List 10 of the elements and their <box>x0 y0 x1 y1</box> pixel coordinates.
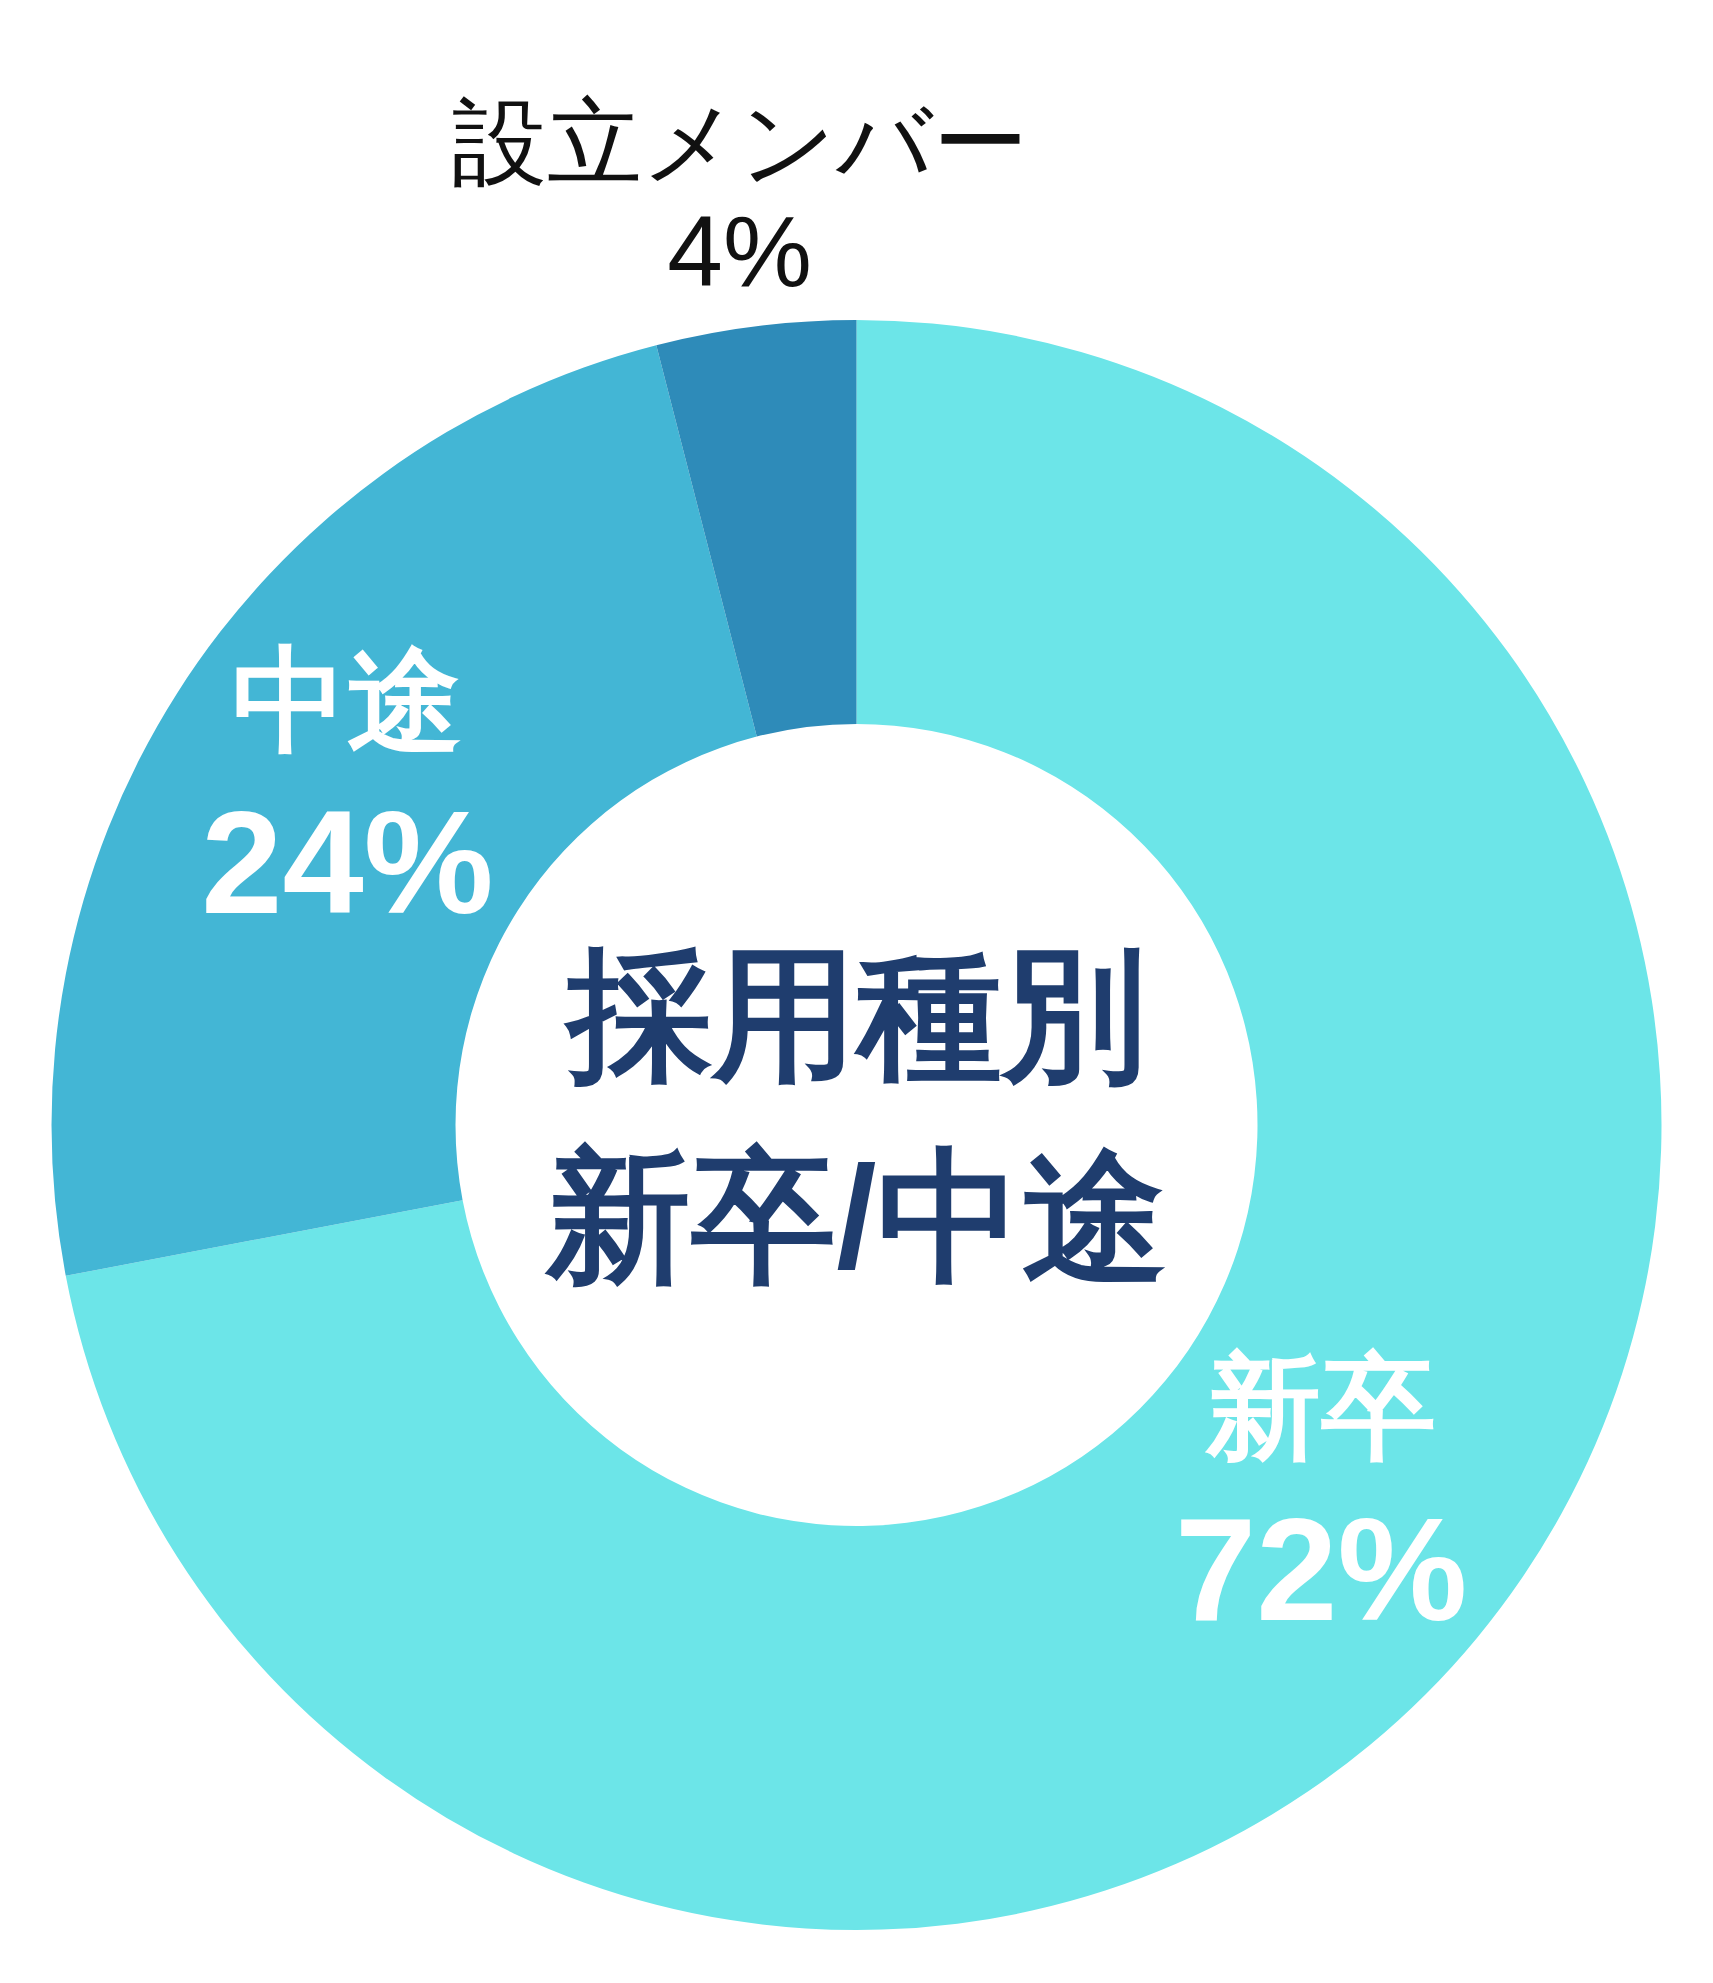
donut-slice <box>65 320 1662 1930</box>
data-label: 24% <box>201 780 494 944</box>
text: 採用種別 <box>562 934 1147 1096</box>
slice-label: 中途 <box>232 635 463 764</box>
donut-slice <box>656 320 857 737</box>
slice-label: 設立メンバー <box>451 89 1028 196</box>
slice-label: 新卒 <box>1204 1343 1437 1472</box>
data-label: 4% <box>667 195 812 308</box>
text: 新卒/中途 <box>544 1136 1167 1298</box>
data-label: 72% <box>1175 1488 1468 1652</box>
